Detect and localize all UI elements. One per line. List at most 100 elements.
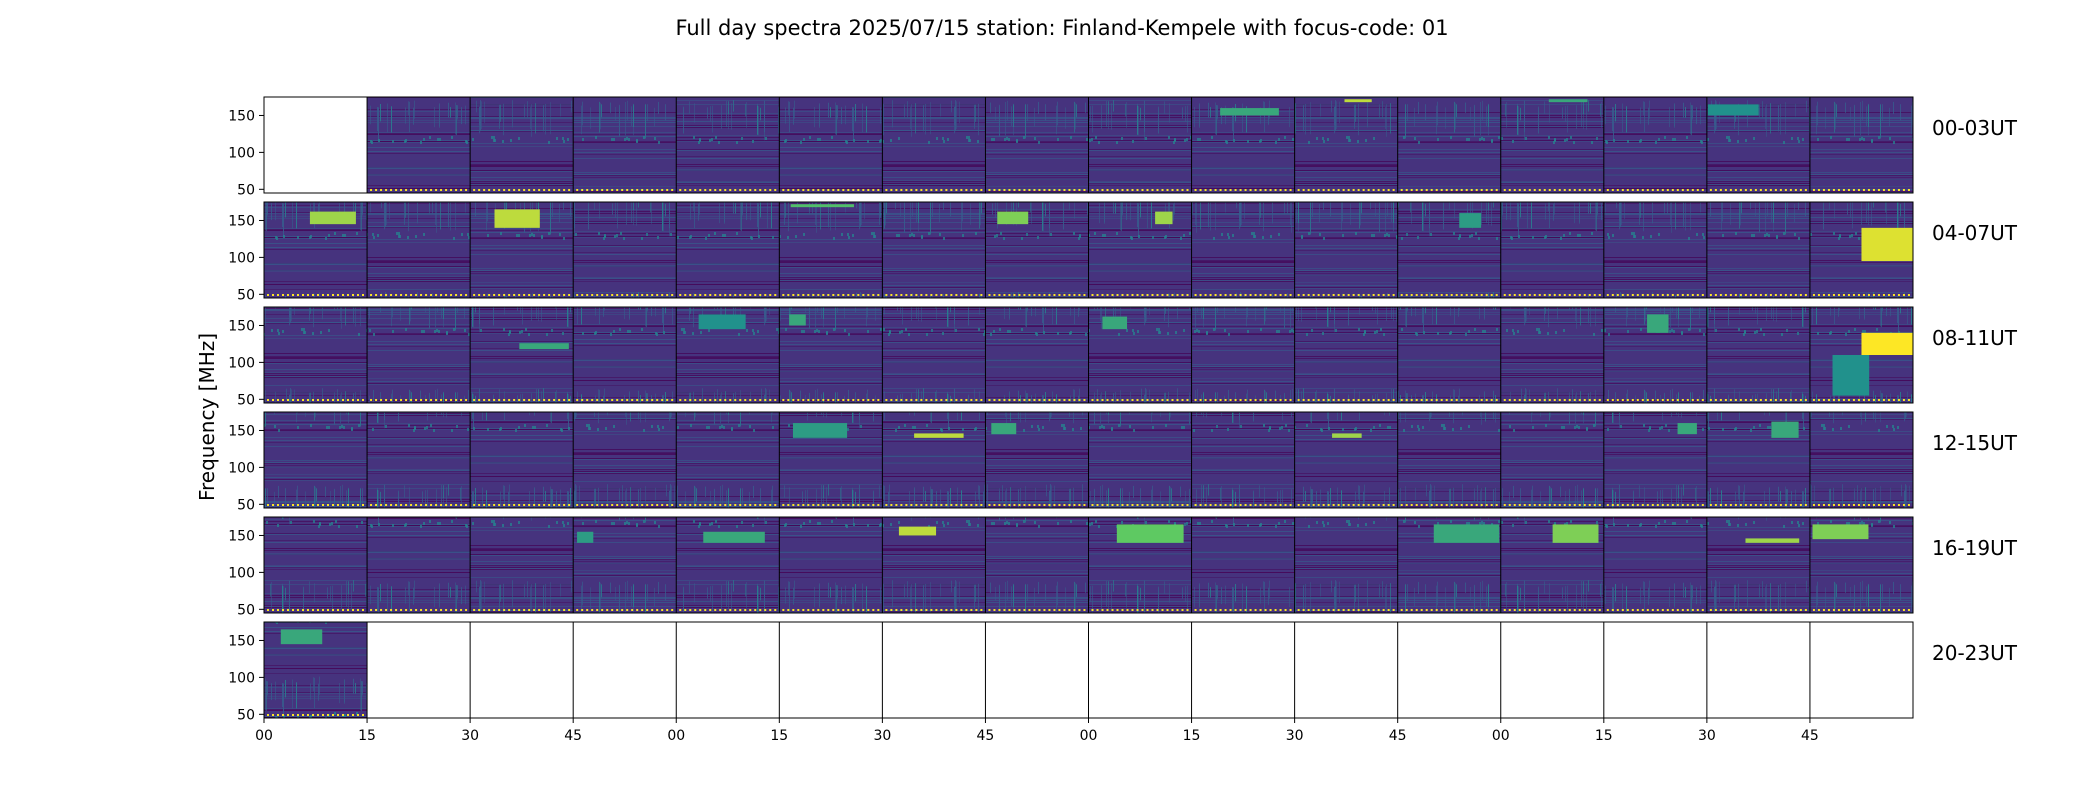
- marker-dot: [1538, 399, 1541, 401]
- marker-dot: [498, 189, 501, 191]
- spectrum-panel: [1603, 202, 1707, 298]
- marker-dot: [714, 504, 717, 506]
- marker-dot: [337, 609, 339, 611]
- marker-dot: [1460, 504, 1463, 506]
- marker-dot: [1558, 189, 1561, 191]
- spectrum-panel: [1088, 202, 1192, 298]
- marker-dot: [1691, 399, 1694, 401]
- marker-dot: [312, 504, 314, 506]
- marker-dot: [945, 609, 948, 611]
- marker-dot: [1053, 189, 1056, 191]
- marker-dot: [380, 294, 383, 296]
- marker-dot: [1626, 294, 1629, 296]
- marker-dot: [724, 504, 727, 506]
- marker-dot: [769, 294, 772, 296]
- marker-dot: [287, 714, 289, 716]
- marker-dot: [1199, 189, 1202, 191]
- x-tick-label: 00: [667, 728, 685, 744]
- marker-dot: [586, 189, 589, 191]
- marker-dot: [455, 294, 458, 296]
- marker-dot: [1043, 504, 1046, 506]
- marker-dot: [1003, 399, 1006, 401]
- marker-dot: [385, 399, 388, 401]
- row-time-label: 16-19UT: [1932, 536, 2018, 560]
- marker-dot: [601, 399, 604, 401]
- marker-dot: [1583, 504, 1586, 506]
- marker-dot: [1691, 504, 1694, 506]
- marker-dot: [1043, 399, 1046, 401]
- spectra-panels: 1501005000-03UT1501005004-07UT1501005008…: [228, 96, 2018, 744]
- marker-dot: [1415, 399, 1418, 401]
- marker-dot: [867, 294, 870, 296]
- marker-dot: [563, 294, 566, 296]
- spectrum-panel: [367, 307, 471, 403]
- marker-dot: [1214, 609, 1217, 611]
- marker-dot: [1897, 189, 1900, 191]
- marker-dot: [935, 504, 938, 506]
- marker-dot: [877, 609, 880, 611]
- marker-dot: [945, 504, 948, 506]
- marker-dot: [847, 399, 850, 401]
- marker-dot: [1701, 399, 1704, 401]
- marker-dot: [1091, 609, 1094, 611]
- marker-dot: [955, 189, 958, 191]
- marker-dot: [528, 294, 531, 296]
- marker-dot: [586, 504, 589, 506]
- marker-dot: [689, 294, 692, 296]
- marker-dot: [734, 504, 737, 506]
- marker-dot: [1141, 399, 1144, 401]
- marker-dot: [797, 504, 800, 506]
- marker-dot: [1430, 504, 1433, 506]
- marker-dot: [370, 294, 373, 296]
- marker-dot: [1101, 399, 1104, 401]
- marker-dot: [1892, 189, 1895, 191]
- marker-dot: [1616, 504, 1619, 506]
- marker-dot: [1621, 399, 1624, 401]
- spectrum-panel: [1294, 97, 1398, 193]
- marker-dot: [312, 714, 314, 716]
- marker-dot: [1701, 609, 1704, 611]
- burst-mark: [1102, 316, 1128, 330]
- marker-dot: [405, 294, 408, 296]
- marker-dot: [1465, 189, 1468, 191]
- marker-dot: [1400, 609, 1403, 611]
- marker-dot: [1176, 609, 1179, 611]
- marker-dot: [699, 189, 702, 191]
- marker-dot: [1804, 399, 1807, 401]
- marker-dot: [395, 609, 398, 611]
- marker-dot: [1410, 609, 1413, 611]
- marker-dot: [1096, 399, 1099, 401]
- marker-dot: [1023, 609, 1026, 611]
- marker-dot: [1141, 609, 1144, 611]
- marker-dot: [1352, 189, 1355, 191]
- marker-dot: [872, 504, 875, 506]
- marker-dot: [925, 294, 928, 296]
- marker-dot: [1902, 189, 1905, 191]
- marker-dot: [543, 294, 546, 296]
- marker-dot: [307, 714, 309, 716]
- marker-dot: [601, 189, 604, 191]
- marker-dot: [357, 504, 359, 506]
- marker-dot: [1166, 294, 1169, 296]
- marker-dot: [1289, 189, 1292, 191]
- marker-dot: [955, 294, 958, 296]
- marker-dot: [1357, 399, 1360, 401]
- marker-dot: [719, 609, 722, 611]
- marker-dot: [1013, 609, 1016, 611]
- marker-dot: [277, 609, 279, 611]
- marker-dot: [684, 189, 687, 191]
- marker-dot: [621, 609, 624, 611]
- marker-dot: [1083, 504, 1086, 506]
- marker-dot: [1420, 189, 1423, 191]
- marker-dot: [1719, 609, 1722, 611]
- marker-dot: [1186, 294, 1189, 296]
- marker-dot: [1063, 609, 1066, 611]
- marker-dot: [1317, 399, 1320, 401]
- marker-dot: [1480, 189, 1483, 191]
- marker-dot: [1269, 189, 1272, 191]
- burst-mark: [1433, 524, 1500, 543]
- marker-dot: [739, 294, 742, 296]
- marker-dot: [553, 399, 556, 401]
- marker-dot: [385, 609, 388, 611]
- marker-dot: [287, 399, 289, 401]
